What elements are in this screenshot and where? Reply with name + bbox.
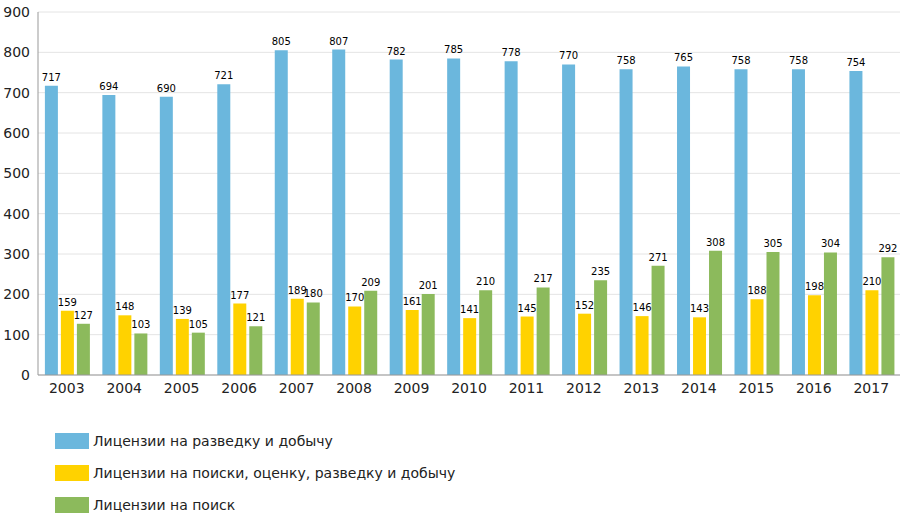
svg-text:146: 146 [633, 302, 652, 313]
svg-text:308: 308 [706, 237, 725, 248]
svg-text:189: 189 [287, 284, 307, 296]
svg-text:690: 690 [157, 83, 176, 94]
svg-text:2003: 2003 [49, 380, 85, 396]
svg-text:188: 188 [747, 285, 766, 296]
svg-text:177: 177 [230, 290, 249, 301]
svg-text:145: 145 [518, 303, 537, 314]
svg-text:765: 765 [674, 52, 693, 63]
svg-text:2014: 2014 [681, 380, 717, 396]
svg-text:170: 170 [345, 292, 364, 303]
svg-text:148: 148 [115, 301, 134, 312]
svg-text:139: 139 [173, 305, 192, 316]
svg-text:778: 778 [502, 47, 521, 58]
svg-text:152: 152 [575, 300, 594, 311]
svg-text:292: 292 [878, 243, 897, 254]
svg-text:105: 105 [189, 319, 208, 330]
svg-text:200: 200 [8, 286, 30, 302]
svg-text:721: 721 [214, 70, 233, 81]
svg-text:159: 159 [58, 297, 77, 308]
svg-text:2012: 2012 [566, 380, 602, 396]
svg-text:2006: 2006 [221, 380, 257, 396]
svg-text:785: 785 [444, 44, 463, 55]
svg-text:758: 758 [789, 55, 808, 66]
svg-text:127: 127 [74, 310, 93, 321]
svg-text:782: 782 [387, 46, 406, 57]
svg-text:121: 121 [246, 312, 265, 323]
svg-text:700: 700 [8, 85, 30, 101]
svg-text:2004: 2004 [106, 380, 142, 396]
svg-text:235: 235 [591, 266, 610, 277]
svg-text:400: 400 [8, 206, 30, 222]
svg-text:694: 694 [99, 81, 118, 92]
svg-text:754: 754 [846, 57, 865, 68]
svg-text:2015: 2015 [739, 380, 775, 396]
svg-text:141: 141 [460, 304, 479, 315]
svg-text:2007: 2007 [279, 380, 315, 396]
svg-text:717: 717 [42, 72, 61, 83]
svg-text:2013: 2013 [624, 380, 660, 396]
svg-text:210: 210 [476, 276, 495, 287]
svg-text:103: 103 [131, 319, 150, 330]
svg-text:217: 217 [534, 273, 553, 284]
svg-text:500: 500 [8, 165, 30, 181]
svg-text:100: 100 [8, 327, 30, 343]
svg-text:2005: 2005 [164, 380, 200, 396]
svg-text:2011: 2011 [509, 380, 545, 396]
svg-text:2008: 2008 [336, 380, 372, 396]
svg-text:807: 807 [329, 36, 348, 47]
svg-text:300: 300 [8, 246, 30, 262]
svg-text:198: 198 [805, 281, 824, 292]
svg-text:305: 305 [763, 238, 782, 249]
svg-text:0: 0 [21, 367, 30, 383]
svg-text:210: 210 [862, 276, 881, 287]
svg-text:770: 770 [559, 50, 578, 61]
svg-text:758: 758 [617, 55, 636, 66]
svg-text:271: 271 [649, 252, 668, 263]
svg-text:143: 143 [690, 303, 709, 314]
svg-text:180: 180 [304, 288, 323, 299]
svg-text:2009: 2009 [394, 380, 430, 396]
svg-text:800: 800 [8, 44, 30, 60]
html-text:Лицензии на поиск: Лицензии на поиск [93, 497, 236, 513]
svg-text:758: 758 [731, 55, 750, 66]
svg-text:900: 900 [8, 4, 30, 20]
svg-text:209: 209 [361, 277, 380, 288]
svg-text:805: 805 [272, 36, 291, 47]
svg-text:2016: 2016 [796, 380, 832, 396]
svg-text:2010: 2010 [451, 380, 487, 396]
html-text:Лицензии на поиски, оценку, ра: Лицензии на поиски, оценку, разведку и д… [93, 465, 456, 481]
svg-text:2017: 2017 [853, 380, 889, 396]
svg-text:304: 304 [821, 238, 840, 249]
svg-text:161: 161 [403, 296, 422, 307]
html-text:Лицензии на разведку и добычу: Лицензии на разведку и добычу [93, 433, 333, 449]
svg-text:201: 201 [419, 280, 438, 291]
svg-text:600: 600 [8, 125, 30, 141]
